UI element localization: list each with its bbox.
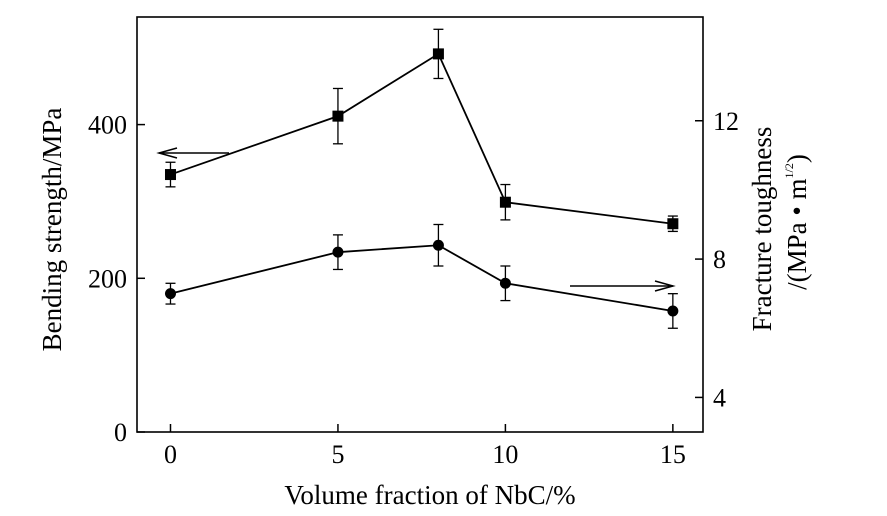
series-2-line	[170, 244, 674, 312]
left-y-axis-title: Bending strength/MPa	[37, 108, 67, 352]
data-point-square	[164, 169, 176, 181]
right-y-axis-title-line1: Fracture toughness	[747, 127, 777, 332]
right-y-axis-title-exponent: 1/2	[782, 163, 796, 178]
data-point-square	[667, 218, 679, 230]
data-point-square	[499, 196, 511, 208]
right-y-tick-label: 4	[713, 383, 726, 412]
left-y-tick-label: 200	[88, 264, 127, 293]
x-tick-label: 0	[164, 440, 177, 469]
series-1-line	[170, 52, 673, 225]
left-y-tick-label: 400	[88, 111, 127, 140]
right-axis-arrow-head	[654, 280, 676, 292]
data-point-circle	[499, 277, 511, 289]
x-tick-label: 15	[660, 440, 686, 469]
data-point-square	[432, 48, 444, 60]
right-y-axis-title-suffix: )	[782, 154, 812, 163]
right-y-axis-title-line2: /(MPa • m1/2)	[782, 154, 812, 290]
x-tick-label: 10	[492, 440, 518, 469]
right-y-tick-label: 8	[713, 245, 726, 274]
data-point-circle	[164, 288, 176, 300]
left-y-tick-label: 0	[114, 418, 127, 447]
x-axis-title: Volume fraction of NbC/%	[284, 480, 575, 510]
right-y-tick-label: 12	[713, 107, 739, 136]
data-point-circle	[332, 246, 344, 258]
data-point-circle	[432, 239, 444, 251]
x-tick-label: 5	[331, 440, 344, 469]
plot-frame	[136, 16, 704, 433]
data-point-circle	[667, 305, 679, 317]
data-point-square	[332, 110, 344, 122]
right-y-axis-title-prefix: /(MPa • m	[782, 178, 812, 289]
left-axis-arrow-head	[156, 147, 178, 159]
